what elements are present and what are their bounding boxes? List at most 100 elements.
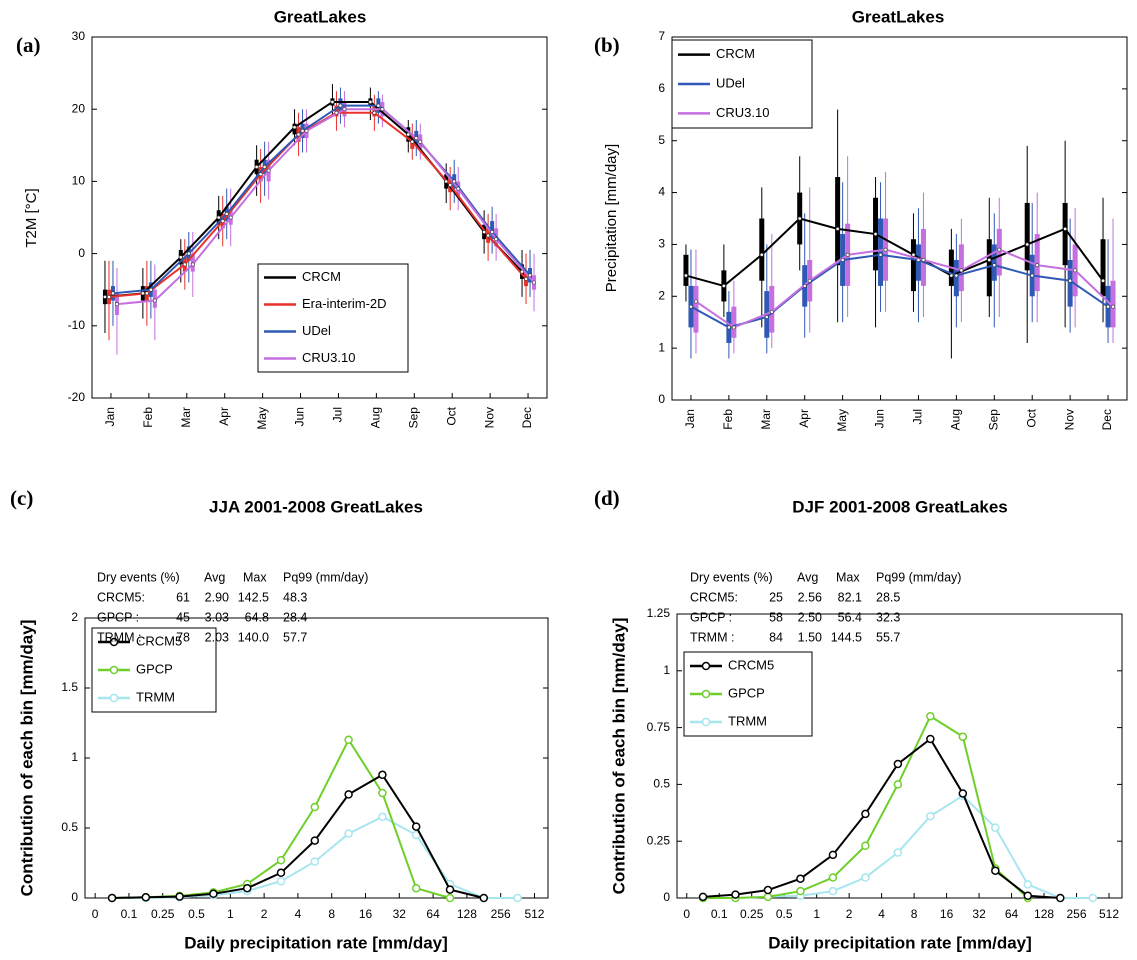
point: [310, 857, 320, 866]
legend-box: [257, 263, 409, 373]
point: [1023, 891, 1033, 900]
y-tick-label: 0: [663, 890, 670, 904]
x-tick-label: Mar: [179, 407, 193, 428]
median-dot: [368, 100, 373, 104]
x-tick-label: Apr: [217, 407, 231, 426]
legend-label: TRMM: [728, 713, 767, 728]
x-tick-label: Feb: [141, 407, 155, 428]
plot-frame: [91, 36, 548, 399]
point: [445, 893, 455, 903]
x-tick-label: 256: [1067, 907, 1087, 921]
median-dot: [103, 295, 107, 299]
median-dot: [1106, 304, 1110, 309]
y-tick-label: 1.5: [61, 680, 78, 694]
x-tick-label: 128: [1034, 907, 1054, 921]
table-cell: CRCM5:: [690, 590, 738, 604]
median-dot: [140, 291, 145, 296]
series-line: [702, 794, 1093, 899]
x-tick-label: 32: [393, 907, 407, 921]
table-header: Pq99 (mm/day): [283, 570, 368, 584]
point: [344, 735, 353, 745]
point: [893, 780, 903, 789]
table-cell: 32.3: [876, 610, 900, 624]
median-dot: [330, 100, 335, 104]
median-dot: [845, 252, 850, 257]
median-dot: [115, 302, 119, 307]
table-cell: 25: [769, 590, 783, 604]
point: [926, 811, 935, 821]
point: [796, 874, 805, 883]
box: [835, 177, 841, 266]
x-tick-label: 4: [878, 907, 885, 921]
y-tick-label: 0: [71, 890, 78, 904]
x-tick-label: Apr: [797, 409, 811, 428]
median-dot: [406, 132, 411, 137]
point: [861, 809, 870, 819]
table-cell: 140.0: [238, 630, 269, 644]
panel-label: (b): [594, 33, 620, 57]
legend-marker: [109, 693, 119, 703]
median-dot: [178, 255, 183, 260]
median-dot: [444, 179, 449, 184]
y-axis-label: T2M [°C]: [23, 188, 40, 247]
median-dot: [300, 128, 305, 133]
y-tick-label: 1.25: [647, 606, 671, 620]
median-line: [104, 100, 523, 298]
y-tick-label: 30: [72, 29, 86, 43]
table-cell: 56.4: [838, 610, 862, 624]
x-tick-label: 0.5: [188, 907, 205, 921]
panel-label: (c): [10, 486, 33, 510]
table-cell: 82.1: [838, 590, 862, 604]
median-dot: [338, 103, 343, 108]
point: [378, 812, 387, 822]
table-cell: 3.03: [205, 610, 229, 624]
point: [344, 829, 353, 838]
table-cell: 2.56: [798, 590, 822, 604]
x-tick-label: 4: [295, 907, 302, 921]
point: [479, 893, 489, 903]
median-dot: [694, 299, 698, 304]
table-cell: 64.8: [245, 610, 269, 624]
median-dot: [769, 309, 774, 314]
median-dot: [684, 273, 688, 278]
table-cell: 55.7: [876, 630, 900, 644]
chart-title: GreatLakes: [274, 7, 367, 26]
box: [1067, 259, 1073, 307]
median-line: [116, 108, 535, 306]
table-cell: 142.5: [238, 590, 269, 604]
table-header: Avg: [204, 570, 225, 584]
x-tick-label: Jan: [103, 407, 117, 426]
median-line: [690, 253, 1109, 329]
point: [861, 841, 870, 850]
point: [958, 732, 968, 741]
table-cell: 28.4: [283, 610, 307, 624]
box: [915, 244, 921, 281]
box: [996, 228, 1002, 276]
plot-frame: [671, 36, 1128, 401]
point: [1056, 893, 1065, 903]
series-line: [702, 737, 1061, 899]
point: [926, 711, 935, 721]
x-tick-label: 256: [491, 907, 511, 921]
x-tick-label: Jun: [873, 409, 887, 428]
x-tick-label: Aug: [949, 409, 963, 430]
point: [828, 886, 838, 896]
median-dot: [1101, 278, 1105, 283]
y-tick-label: 2: [658, 288, 665, 302]
point: [141, 893, 151, 902]
median-dot: [296, 132, 301, 137]
series-line: [702, 714, 1029, 899]
median-dot: [258, 172, 263, 177]
x-tick-label: 0.1: [711, 907, 728, 921]
x-tick-label: Jun: [293, 407, 307, 426]
legend-label: GPCP: [136, 661, 173, 676]
median-dot: [949, 273, 954, 278]
point: [958, 789, 968, 798]
y-tick-label: 1: [658, 340, 665, 354]
median-dot: [528, 273, 532, 278]
point: [698, 892, 708, 902]
x-tick-label: Feb: [721, 409, 735, 430]
x-tick-label: Mar: [759, 409, 773, 430]
y-axis-label: Contribution of each bin [mm/day]: [17, 620, 36, 897]
